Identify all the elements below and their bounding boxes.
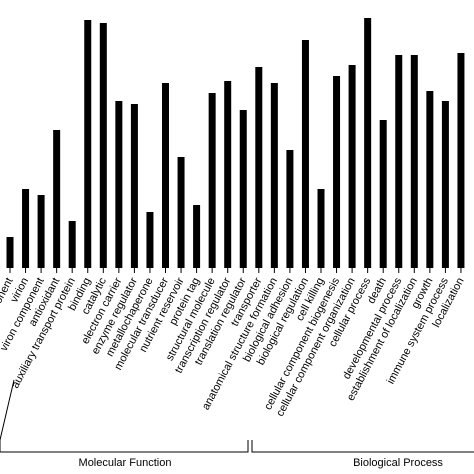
bar: [301, 40, 309, 268]
bar: [208, 93, 216, 268]
group-brackets: [0, 379, 474, 453]
bar: [53, 130, 61, 268]
mf-bracket: [0, 379, 249, 453]
bar: [270, 83, 278, 268]
bar: [379, 120, 387, 268]
bar: [115, 101, 123, 268]
bar: [457, 53, 465, 268]
bar: [146, 212, 154, 268]
bar: [6, 237, 14, 268]
group-label: Biological Process: [353, 457, 443, 469]
bar: [224, 81, 232, 268]
bar: [364, 18, 372, 268]
bar: [239, 110, 247, 268]
bar: [37, 195, 45, 268]
bar: [410, 55, 418, 268]
bar: [193, 205, 201, 268]
group-label: Molecular Function: [79, 457, 172, 469]
bar: [441, 101, 449, 268]
bar: [317, 189, 325, 268]
bar: [333, 76, 341, 268]
bar: [99, 23, 107, 268]
bar: [162, 83, 169, 268]
bar: [255, 67, 263, 268]
bar: [68, 221, 76, 268]
bar: [395, 55, 403, 268]
bar: [177, 157, 185, 268]
bar: [348, 65, 356, 268]
bar: [426, 91, 434, 268]
bar: [286, 150, 294, 268]
bar: [22, 189, 30, 268]
bp-bracket: [251, 440, 474, 453]
bar: [84, 20, 92, 268]
bar: [130, 104, 138, 268]
